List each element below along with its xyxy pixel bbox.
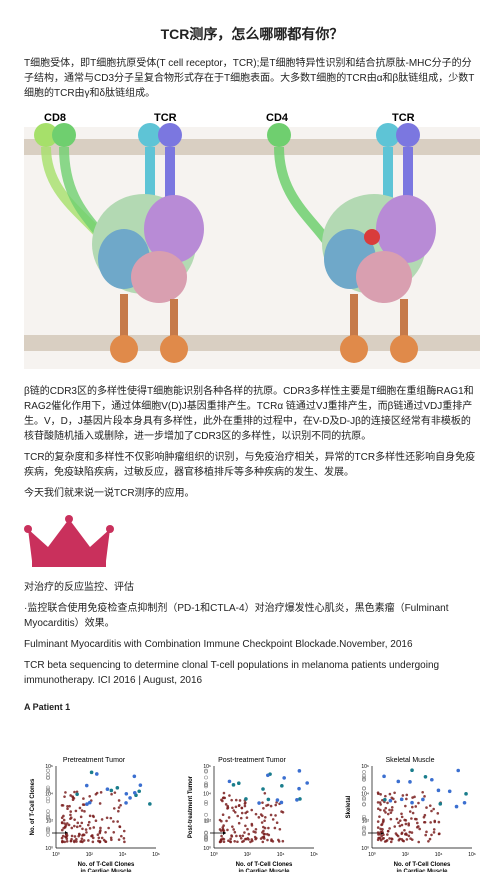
svg-text:10²: 10² xyxy=(402,852,410,858)
panel-a-tag: A Patient 1 xyxy=(24,702,480,712)
svg-text:10⁶: 10⁶ xyxy=(468,852,476,858)
svg-text:10⁶: 10⁶ xyxy=(152,852,160,858)
bullet-1: ·监控联合使用免疫检查点抑制剂（PD-1和CTLA-4）对治疗爆发性心肌炎，黑色… xyxy=(24,601,480,631)
intro-paragraph: T细胞受体，即T细胞抗原受体(T cell receptor，TCR);是T细胞… xyxy=(24,56,480,101)
svg-text:10⁶: 10⁶ xyxy=(310,852,318,858)
scatter-pretreatment: Pretreatment Tumor10⁰10⁰10²10²10⁴10⁴10⁶1… xyxy=(24,752,164,872)
svg-text:in Cardiac Muscle: in Cardiac Muscle xyxy=(80,869,132,872)
svg-text:10²: 10² xyxy=(86,852,94,858)
crown-icon xyxy=(24,511,480,574)
svg-text:10⁰: 10⁰ xyxy=(203,846,211,852)
svg-text:10⁰: 10⁰ xyxy=(368,852,376,858)
svg-text:Skeletal Muscle: Skeletal Muscle xyxy=(385,757,434,764)
scatter-posttreatment: Post-treatment Tumor10⁰10⁰10²10²10⁴10⁴10… xyxy=(182,752,322,872)
svg-text:in Cardiac Muscle: in Cardiac Muscle xyxy=(396,869,448,872)
svg-text:10⁶: 10⁶ xyxy=(203,764,211,770)
svg-text:10⁶: 10⁶ xyxy=(361,764,369,770)
svg-text:10⁴: 10⁴ xyxy=(203,791,211,797)
panel-a: A Patient 1 Pretreatment Tumor10⁰10⁰10²1… xyxy=(24,702,480,872)
svg-text:10⁰: 10⁰ xyxy=(52,852,60,858)
svg-text:10⁴: 10⁴ xyxy=(435,852,443,858)
label-tcr-l: TCR xyxy=(154,112,177,124)
svg-text:Skeletal: Skeletal xyxy=(346,795,352,818)
svg-text:10⁴: 10⁴ xyxy=(277,852,285,858)
tcr-diagram: CD8 TCR CD4 TCR xyxy=(24,109,480,372)
svg-text:No. of T-Cell Clones: No. of T-Cell Clones xyxy=(236,862,293,868)
svg-text:10²: 10² xyxy=(244,852,252,858)
label-cd4: CD4 xyxy=(266,112,289,124)
paragraph-complexity: TCR的复杂度和多样性不仅影响肿瘤组织的识别，与免疫治疗相关，异常的TCR多样性… xyxy=(24,450,480,480)
paragraph-cdr3: β链的CDR3区的多样性使得T细胞能识别各种各样的抗原。CDR3多样性主要是T细… xyxy=(24,384,480,444)
paragraph-today: 今天我们就来说一说TCR测序的应用。 xyxy=(24,486,480,501)
svg-text:10⁰: 10⁰ xyxy=(361,846,369,852)
svg-text:10⁰: 10⁰ xyxy=(45,846,53,852)
scatter-skeletal: Skeletal Muscle10⁰10⁰10²10²10⁴10⁴10⁶10⁶N… xyxy=(340,752,480,872)
section-monitor: 对治疗的反应监控、评估 xyxy=(24,580,480,595)
label-tcr-r: TCR xyxy=(392,112,415,124)
svg-text:No. of T-Cell Clones: No. of T-Cell Clones xyxy=(78,862,135,868)
label-cd8: CD8 xyxy=(44,112,66,124)
svg-text:10⁰: 10⁰ xyxy=(210,852,218,858)
svg-text:in Cardiac Muscle: in Cardiac Muscle xyxy=(238,869,290,872)
svg-text:No. of T-Cell Clones: No. of T-Cell Clones xyxy=(394,862,451,868)
svg-text:Pretreatment Tumor: Pretreatment Tumor xyxy=(63,757,126,764)
svg-text:No. of T-Cell Clones: No. of T-Cell Clones xyxy=(30,778,36,835)
svg-text:Post-treatment Tumor: Post-treatment Tumor xyxy=(188,775,194,838)
svg-text:Post-treatment Tumor: Post-treatment Tumor xyxy=(218,757,286,764)
svg-text:10⁴: 10⁴ xyxy=(119,852,127,858)
page-title: TCR测序，怎么哪哪都有你？ xyxy=(24,24,480,44)
svg-text:10⁴: 10⁴ xyxy=(361,791,369,797)
ref-2: TCR beta sequencing to determine clonal … xyxy=(24,658,480,688)
ref-1: Fulminant Myocarditis with Combination I… xyxy=(24,637,480,652)
